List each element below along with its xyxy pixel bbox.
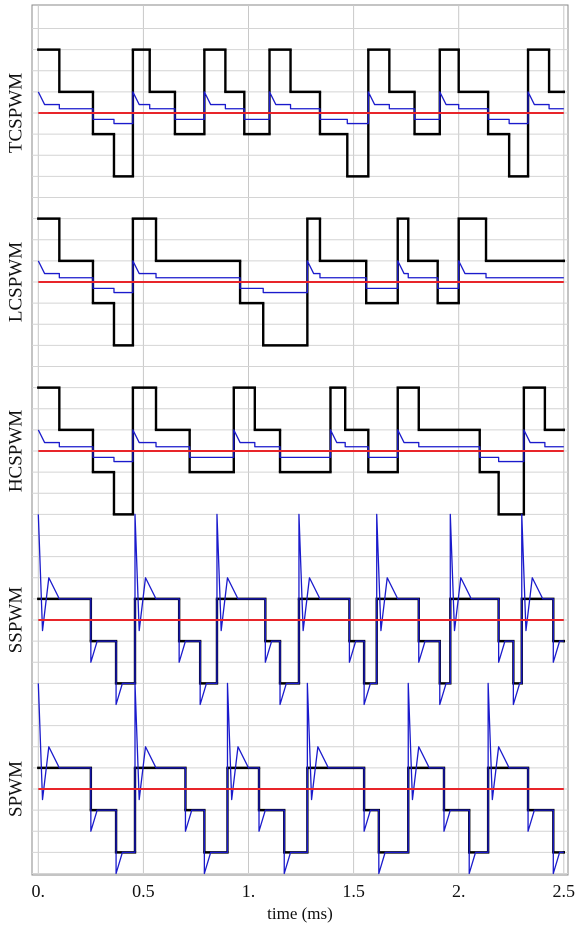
x-tick-label: 0.5 bbox=[132, 881, 155, 901]
x-axis-label: time (ms) bbox=[267, 904, 333, 923]
labels: 0. 0.5 1. 1.5 2. 2.5 time (ms) TCSPWM LCSPWM HCSP… bbox=[5, 73, 575, 923]
panel-label: SPWM bbox=[5, 761, 26, 817]
x-tick-label: 2.5 bbox=[553, 881, 576, 901]
x-tick-label: 1. bbox=[242, 881, 256, 901]
signal-line bbox=[37, 429, 564, 463]
signal-line bbox=[37, 260, 564, 294]
panel-label: LCSPWM bbox=[5, 242, 26, 322]
marks bbox=[37, 48, 565, 875]
signal-line bbox=[37, 682, 564, 875]
panel-label: HCSPWM bbox=[5, 410, 26, 492]
x-tick-label: 1.5 bbox=[342, 881, 365, 901]
x-tick-label: 0. bbox=[32, 881, 46, 901]
signal-line bbox=[37, 513, 564, 706]
panel-label: SSPWM bbox=[5, 587, 26, 654]
panel-label: TCSPWM bbox=[5, 73, 26, 153]
x-tick-label: 2. bbox=[452, 881, 466, 901]
